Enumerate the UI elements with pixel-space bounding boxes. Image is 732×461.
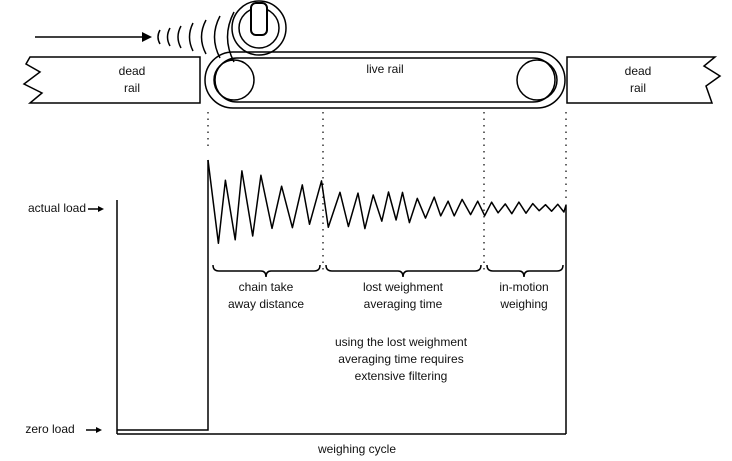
rail-label: rail: [124, 81, 140, 95]
x-label: weighing cycle: [317, 442, 396, 456]
rail-label: dead: [119, 64, 146, 78]
right-rail: [566, 56, 722, 104]
live-rail-inner: [214, 57, 556, 103]
segment-label: in-motion: [499, 280, 548, 294]
segment-label: averaging time: [364, 297, 443, 311]
segment-label: away distance: [228, 297, 304, 311]
arrowhead: [142, 32, 152, 42]
rail-label: dead: [625, 64, 652, 78]
rail-label: live rail: [366, 62, 403, 76]
left-rail: [22, 56, 201, 104]
roller: [213, 59, 255, 101]
waveform: [207, 159, 567, 245]
actual-load-label: actual load: [28, 201, 86, 215]
segment-label: weighing: [499, 297, 547, 311]
load-step: [117, 160, 209, 431]
roller: [516, 59, 558, 101]
zero-load-label: zero load: [25, 422, 74, 436]
dividers: [207, 112, 567, 270]
note: using the lost weighment: [335, 335, 468, 349]
segment-label: chain take: [239, 280, 294, 294]
motion-arcs: [157, 11, 235, 63]
note: extensive filtering: [355, 369, 448, 383]
live-rail-outer: [204, 51, 566, 109]
wheel: [231, 0, 287, 56]
conveyor: dead rail live rail dead rail: [22, 0, 722, 109]
rail-label: rail: [630, 81, 646, 95]
segment-label: lost weighment: [363, 280, 444, 294]
wheel-hub: [250, 2, 268, 36]
braces: [212, 264, 564, 278]
note: averaging time requires: [338, 352, 463, 366]
graph: actual load zero load chain take away di…: [25, 159, 567, 456]
